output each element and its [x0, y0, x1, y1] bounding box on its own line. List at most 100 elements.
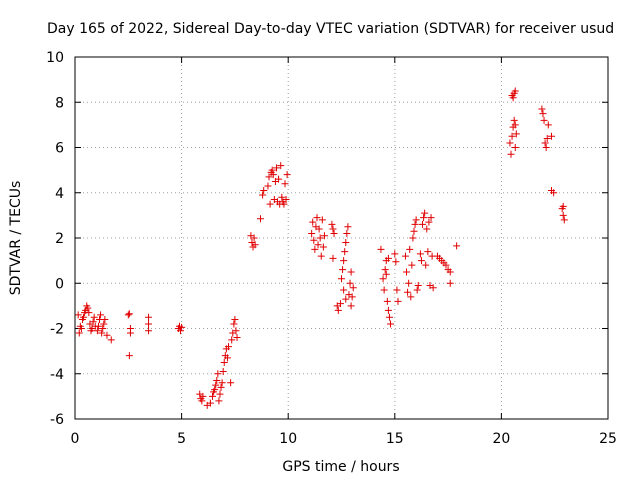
- data-point: [387, 320, 395, 328]
- data-point: [543, 134, 551, 142]
- data-point: [506, 139, 514, 147]
- data-point: [416, 250, 424, 258]
- data-point: [341, 248, 349, 256]
- data-point: [317, 252, 325, 260]
- data-point: [94, 322, 102, 330]
- data-point: [422, 261, 430, 269]
- data-point: [414, 282, 422, 290]
- data-point: [268, 166, 276, 174]
- data-point: [89, 318, 97, 326]
- data-point: [548, 132, 556, 140]
- data-point: [318, 216, 326, 224]
- data-point: [417, 257, 425, 265]
- data-point: [280, 200, 288, 208]
- data-point: [309, 218, 317, 226]
- y-tick-label: 8: [55, 95, 64, 111]
- x-tick-label: 25: [599, 431, 617, 447]
- data-point: [419, 220, 427, 228]
- data-point: [346, 279, 354, 287]
- data-point: [336, 300, 344, 308]
- data-point: [266, 200, 274, 208]
- data-point: [283, 171, 291, 179]
- data-point: [269, 171, 277, 179]
- data-point: [206, 399, 214, 407]
- data-point: [93, 327, 101, 335]
- x-tick-label: 5: [177, 431, 186, 447]
- data-point: [77, 325, 85, 332]
- y-tick-label: 4: [55, 186, 64, 202]
- x-tick-label: 15: [386, 431, 404, 447]
- data-point: [446, 279, 454, 287]
- data-point: [510, 116, 518, 124]
- y-tick-labels: -6 -4 -2 0 2 4 6 8 10: [46, 50, 64, 428]
- grid: [75, 57, 608, 419]
- data-point: [512, 130, 520, 138]
- data-point: [278, 193, 286, 201]
- data-point: [277, 162, 285, 170]
- data-point: [407, 293, 415, 301]
- data-point: [403, 268, 411, 276]
- data-point: [217, 383, 225, 391]
- data-point: [145, 313, 153, 321]
- data-point: [265, 173, 273, 181]
- data-point: [540, 116, 548, 124]
- data-point: [213, 377, 221, 385]
- data-point: [542, 144, 550, 151]
- data-point: [250, 234, 258, 242]
- x-tick-label: 20: [492, 431, 510, 447]
- data-point: [199, 392, 207, 400]
- data-point: [559, 211, 567, 219]
- data-point: [442, 261, 450, 269]
- y-tick-label: 2: [55, 231, 64, 247]
- data-point: [340, 286, 348, 294]
- data-point: [401, 252, 409, 260]
- data-point: [413, 286, 421, 294]
- data-point: [107, 336, 115, 344]
- data-point: [338, 275, 345, 283]
- data-point: [223, 354, 231, 362]
- data-point: [384, 254, 392, 262]
- data-point: [340, 257, 348, 265]
- data-point: [538, 105, 546, 113]
- data-point: [125, 310, 133, 318]
- data-points: [74, 87, 568, 409]
- data-point: [382, 270, 390, 278]
- data-point: [544, 121, 552, 129]
- data-point: [330, 229, 338, 237]
- data-point: [97, 311, 105, 319]
- data-point: [348, 293, 356, 301]
- data-point: [260, 186, 268, 194]
- data-point: [212, 381, 220, 389]
- data-point: [145, 327, 153, 335]
- data-point: [178, 323, 186, 331]
- y-tick-label: -4: [50, 367, 64, 383]
- data-point: [507, 150, 515, 158]
- data-point: [381, 266, 389, 274]
- data-point: [124, 311, 132, 319]
- data-point: [98, 329, 106, 337]
- data-point: [342, 239, 350, 247]
- data-point: [385, 313, 393, 321]
- data-point: [101, 315, 109, 323]
- data-point: [425, 218, 433, 226]
- data-point: [103, 331, 111, 339]
- data-point: [99, 325, 107, 332]
- data-point: [232, 327, 240, 335]
- data-point: [343, 229, 351, 237]
- data-point: [347, 268, 355, 276]
- y-tick-label: -2: [50, 322, 64, 338]
- data-point: [550, 189, 558, 197]
- data-point: [377, 245, 385, 253]
- data-point: [228, 336, 236, 344]
- data-point: [383, 297, 391, 305]
- data-point: [319, 243, 327, 251]
- data-point: [80, 313, 88, 321]
- data-point: [177, 327, 185, 335]
- data-point: [508, 132, 516, 140]
- data-point: [334, 306, 342, 314]
- data-point: [218, 379, 226, 387]
- x-tick-label: 10: [279, 431, 297, 447]
- data-point: [256, 215, 264, 223]
- data-point: [220, 358, 228, 366]
